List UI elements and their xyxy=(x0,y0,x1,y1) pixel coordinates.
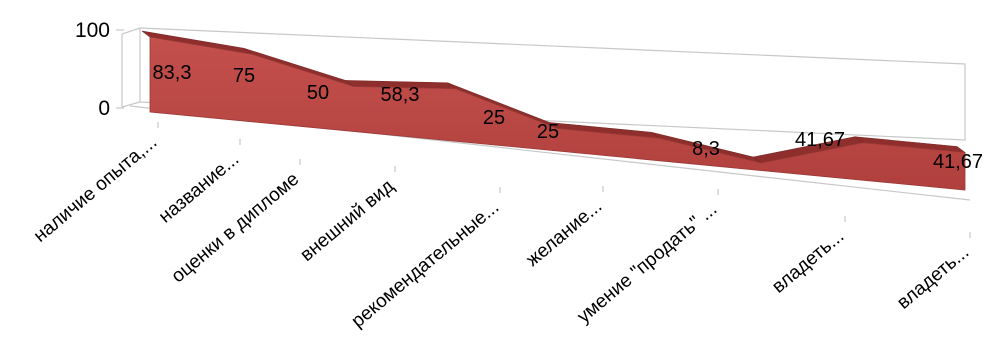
data-label: 8,3 xyxy=(692,138,720,160)
data-label: 50 xyxy=(307,82,329,104)
y-tick-label: 100 xyxy=(75,19,110,42)
series-area xyxy=(141,30,967,191)
data-labels: 83,3 75 50 58,3 25 25 8,3 41,67 41,67 xyxy=(153,62,984,173)
x-tick-label: рекомендательные... xyxy=(348,197,504,332)
data-label: 41,67 xyxy=(795,129,845,151)
data-label: 25 xyxy=(537,121,559,143)
back-wall xyxy=(139,27,966,141)
x-tick-label: желание... xyxy=(522,196,606,271)
side-wall-bottom xyxy=(121,101,141,108)
side-wall-top xyxy=(121,27,141,35)
y-tick-label: 0 xyxy=(98,97,110,120)
x-tick-label: владеть... xyxy=(768,226,848,298)
data-label: 83,3 xyxy=(153,62,192,84)
x-tick-label: внешний вид xyxy=(296,176,398,266)
data-label: 25 xyxy=(483,107,505,129)
x-tick-label: наличие опыта,... xyxy=(30,132,161,247)
y-axis-ticks: 0 100 xyxy=(75,19,124,120)
data-label: 75 xyxy=(233,65,255,87)
x-tick-label: владеть... xyxy=(893,242,973,314)
area-front-face xyxy=(149,36,966,191)
data-label: 41,67 xyxy=(933,151,983,173)
x-tick-label: название... xyxy=(155,149,243,228)
data-label: 58,3 xyxy=(381,84,420,106)
